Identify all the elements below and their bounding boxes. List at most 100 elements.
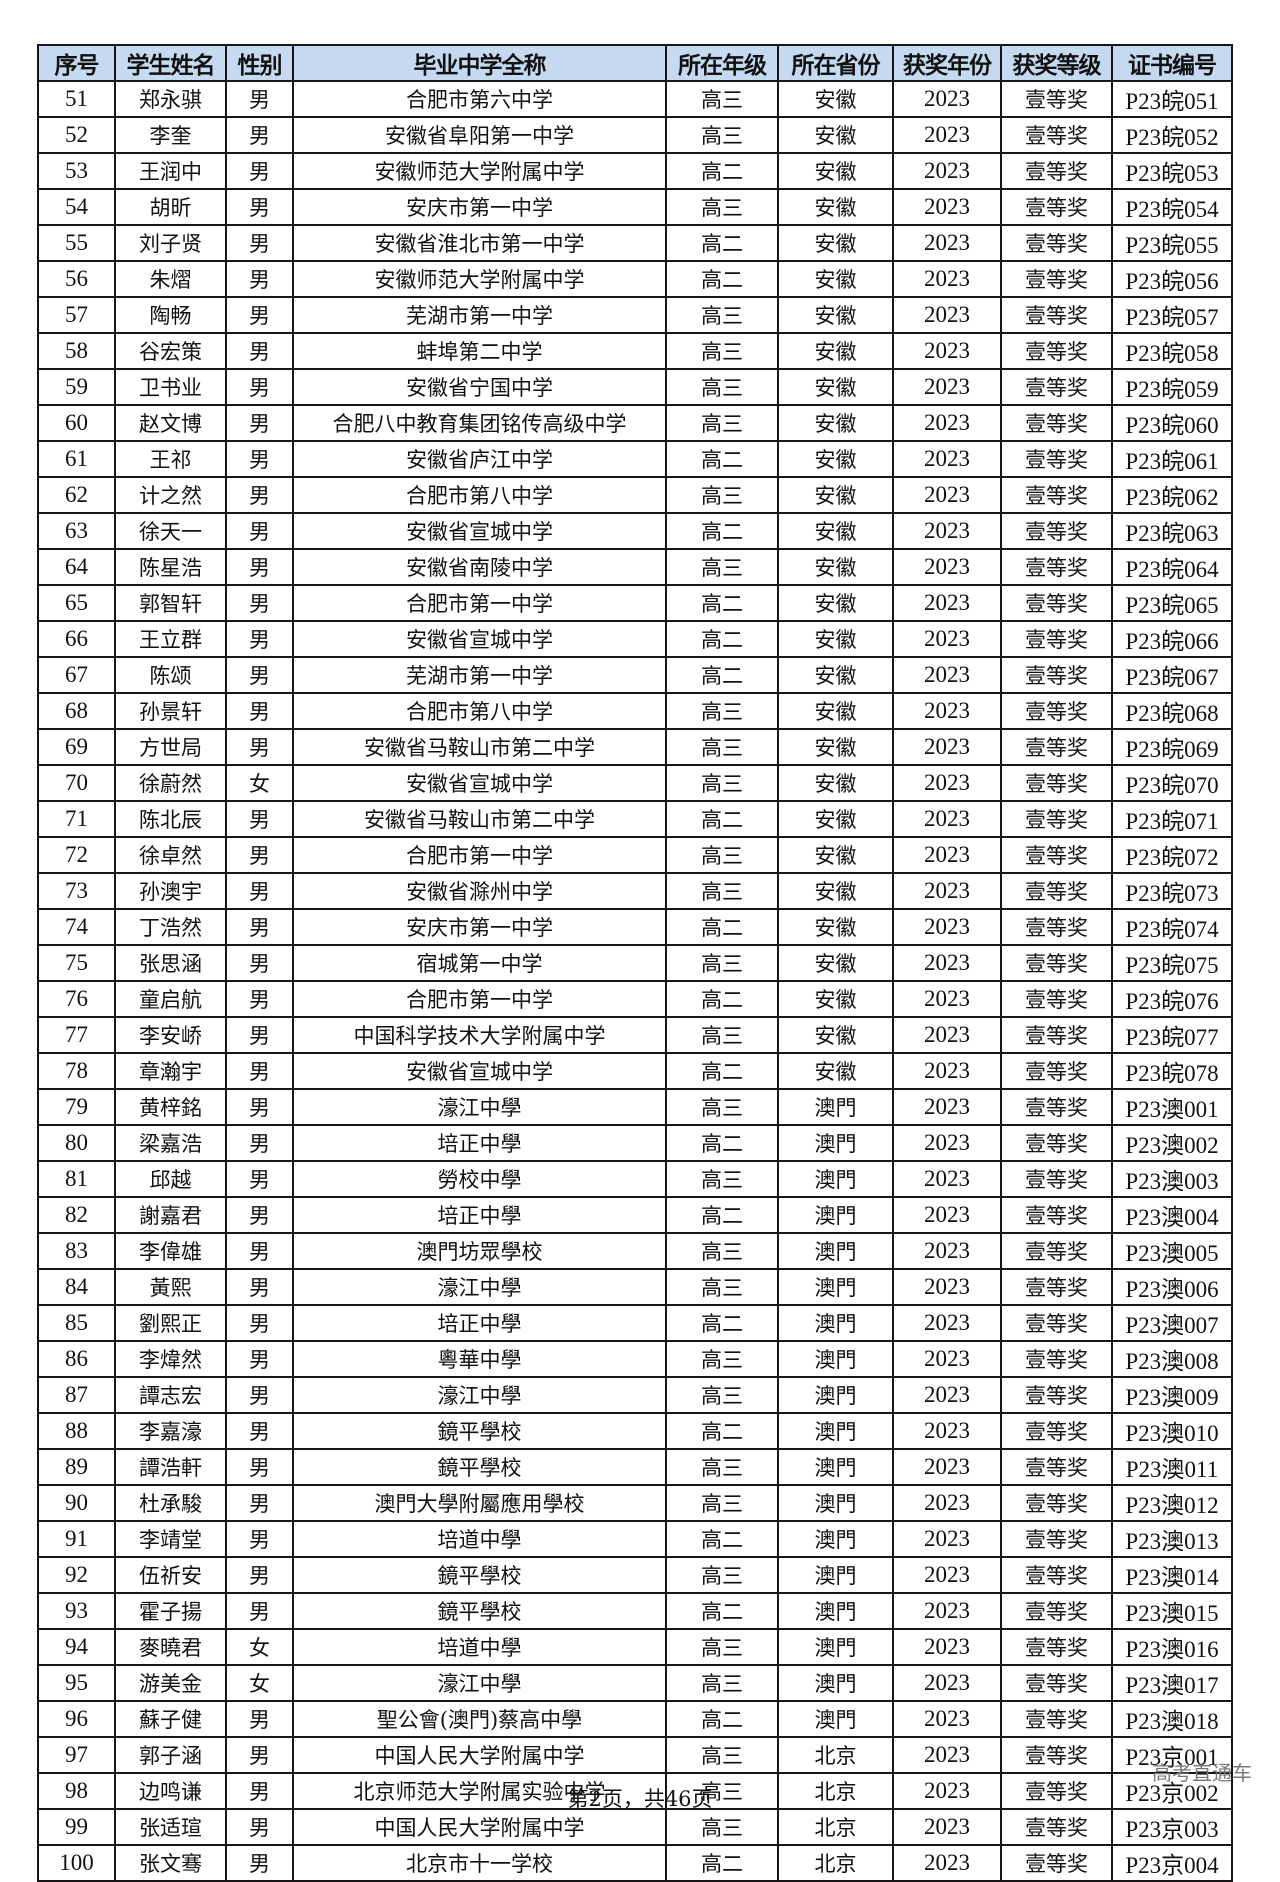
cell-certificate: P23澳017 — [1111, 1664, 1233, 1702]
cell-province: 安徽 — [777, 80, 894, 118]
cell-school: 合肥市第一中学 — [292, 584, 667, 622]
cell-school: 安徽省庐江中学 — [292, 440, 667, 478]
cell-gender: 男 — [225, 260, 294, 298]
cell-serial: 70 — [37, 764, 116, 802]
cell-gender: 男 — [225, 1412, 294, 1450]
cell-province: 安徽 — [777, 476, 894, 514]
cell-province: 澳門 — [777, 1340, 894, 1378]
cell-province: 澳門 — [777, 1664, 894, 1702]
cell-serial: 95 — [37, 1664, 116, 1702]
table-row: 63 徐天一男安徽省宣城中学 高二 安徽 2023 壹等奖 P23皖063 — [37, 512, 1233, 550]
table-row: 91 李靖堂男培道中學 高二 澳門 2023 壹等奖 P23澳013 — [37, 1520, 1233, 1558]
cell-gender: 男 — [225, 476, 294, 514]
cell-year: 2023 — [892, 260, 1002, 298]
cell-year: 2023 — [892, 512, 1002, 550]
cell-grade: 高二 — [665, 512, 779, 550]
cell-grade: 高二 — [665, 1196, 779, 1234]
cell-certificate: P23皖075 — [1111, 944, 1233, 982]
cell-school: 安徽省宣城中学 — [292, 620, 667, 658]
cell-province: 安徽 — [777, 188, 894, 226]
cell-certificate: P23皖062 — [1111, 476, 1233, 514]
cell-school: 濠江中學 — [292, 1088, 667, 1126]
cell-gender: 男 — [225, 872, 294, 910]
cell-school: 鏡平學校 — [292, 1556, 667, 1594]
cell-grade: 高二 — [665, 152, 779, 190]
cell-school: 芜湖市第一中学 — [292, 656, 667, 694]
cell-level: 壹等奖 — [1000, 476, 1113, 514]
cell-school: 培道中學 — [292, 1520, 667, 1558]
cell-name: 张文骞 — [114, 1844, 227, 1882]
cell-certificate: P23澳003 — [1111, 1160, 1233, 1198]
cell-level: 壹等奖 — [1000, 368, 1113, 406]
cell-certificate: P23皖059 — [1111, 368, 1233, 406]
cell-school: 中国科学技术大学附属中学 — [292, 1016, 667, 1054]
cell-school: 合肥八中教育集团铭传高级中学 — [292, 404, 667, 442]
cell-level: 壹等奖 — [1000, 1088, 1113, 1126]
cell-certificate: P23皖072 — [1111, 836, 1233, 874]
cell-certificate: P23澳004 — [1111, 1196, 1233, 1234]
cell-gender: 男 — [225, 1592, 294, 1630]
cell-serial: 55 — [37, 224, 116, 262]
table-row: 60 赵文博男合肥八中教育集团铭传高级中学 高三 安徽 2023 壹等奖 P23皖060 — [37, 404, 1233, 442]
cell-name: 伍祈安 — [114, 1556, 227, 1594]
cell-grade: 高三 — [665, 548, 779, 586]
cell-school: 勞校中學 — [292, 1160, 667, 1198]
cell-gender: 男 — [225, 1700, 294, 1738]
cell-province: 澳門 — [777, 1088, 894, 1126]
cell-year: 2023 — [892, 1772, 1002, 1810]
cell-grade: 高三 — [665, 1808, 779, 1846]
cell-province: 安徽 — [777, 656, 894, 694]
cell-year: 2023 — [892, 584, 1002, 622]
cell-serial: 96 — [37, 1700, 116, 1738]
cell-year: 2023 — [892, 152, 1002, 190]
cell-year: 2023 — [892, 1340, 1002, 1378]
cell-level: 壹等奖 — [1000, 1412, 1113, 1450]
cell-province: 澳門 — [777, 1628, 894, 1666]
cell-grade: 高三 — [665, 1772, 779, 1810]
cell-level: 壹等奖 — [1000, 1016, 1113, 1054]
cell-year: 2023 — [892, 800, 1002, 838]
column-header-serial: 序号 — [37, 44, 116, 82]
table-row: 94 麥曉君女培道中學 高三 澳門 2023 壹等奖 P23澳016 — [37, 1628, 1233, 1666]
cell-level: 壹等奖 — [1000, 1340, 1113, 1378]
cell-certificate: P23皖065 — [1111, 584, 1233, 622]
table-row: 97 郭子涵男中国人民大学附属中学 高三 北京 2023 壹等奖 P23京001 — [37, 1736, 1233, 1774]
cell-province: 澳門 — [777, 1412, 894, 1450]
cell-year: 2023 — [892, 764, 1002, 802]
cell-gender: 男 — [225, 1448, 294, 1486]
cell-name: 徐卓然 — [114, 836, 227, 874]
cell-grade: 高三 — [665, 1088, 779, 1126]
column-header-school: 毕业中学全称 — [292, 44, 667, 82]
cell-gender: 男 — [225, 80, 294, 118]
cell-grade: 高三 — [665, 188, 779, 226]
cell-school: 濠江中學 — [292, 1664, 667, 1702]
cell-school: 濠江中學 — [292, 1376, 667, 1414]
cell-serial: 63 — [37, 512, 116, 550]
cell-grade: 高二 — [665, 1592, 779, 1630]
cell-grade: 高二 — [665, 1304, 779, 1342]
cell-grade: 高三 — [665, 1340, 779, 1378]
cell-gender: 男 — [225, 404, 294, 442]
cell-level: 壹等奖 — [1000, 1232, 1113, 1270]
cell-province: 北京 — [777, 1772, 894, 1810]
cell-school: 北京市十一学校 — [292, 1844, 667, 1882]
cell-level: 壹等奖 — [1000, 980, 1113, 1018]
cell-school: 安徽省宣城中学 — [292, 764, 667, 802]
cell-year: 2023 — [892, 836, 1002, 874]
cell-grade: 高三 — [665, 728, 779, 766]
cell-level: 壹等奖 — [1000, 1556, 1113, 1594]
cell-level: 壹等奖 — [1000, 1664, 1113, 1702]
cell-gender: 男 — [225, 224, 294, 262]
cell-name: 边鸣谦 — [114, 1772, 227, 1810]
cell-school: 鏡平學校 — [292, 1412, 667, 1450]
cell-certificate: P23澳014 — [1111, 1556, 1233, 1594]
cell-grade: 高二 — [665, 656, 779, 694]
cell-school: 培正中學 — [292, 1304, 667, 1342]
cell-grade: 高二 — [665, 1700, 779, 1738]
cell-level: 壹等奖 — [1000, 152, 1113, 190]
table-row: 81 邱越男勞校中學 高三 澳門 2023 壹等奖 P23澳003 — [37, 1160, 1233, 1198]
cell-school: 安徽师范大学附属中学 — [292, 260, 667, 298]
cell-serial: 90 — [37, 1484, 116, 1522]
cell-province: 北京 — [777, 1808, 894, 1846]
cell-school: 培道中學 — [292, 1628, 667, 1666]
